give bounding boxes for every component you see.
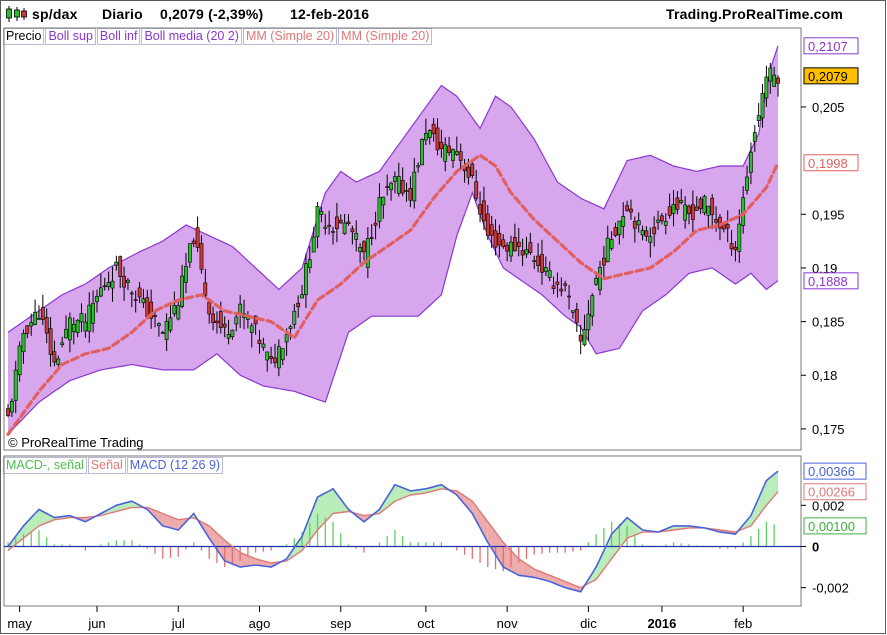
legend-boll-inf[interactable]: Boll inf bbox=[96, 28, 141, 45]
legend-boll-sup[interactable]: Boll sup bbox=[45, 28, 96, 45]
legend-mm-simple-20-2[interactable]: MM (Simple 20) bbox=[338, 28, 433, 45]
legend-macd-histogram[interactable]: MACD-, señal bbox=[3, 457, 87, 474]
symbol-name: sp/dax bbox=[32, 6, 78, 22]
price-legend: Precio Boll sup Boll inf Boll media (20 2) M… bbox=[3, 28, 433, 45]
last-price: 0,2079 (-2,39%) bbox=[160, 6, 264, 22]
period-label: Diario bbox=[102, 6, 143, 22]
legend-boll-media[interactable]: Boll media (20 2) bbox=[141, 28, 242, 45]
date-label: 12-feb-2016 bbox=[290, 6, 370, 22]
legend-signal[interactable]: Señal bbox=[87, 457, 126, 474]
candlestick-icon bbox=[6, 6, 27, 22]
title-bar: sp/dax Diario 0,2079 (-2,39%) 12-feb-201… bbox=[0, 0, 887, 28]
legend-price[interactable]: Precio bbox=[3, 28, 45, 45]
legend-mm-simple-20[interactable]: MM (Simple 20) bbox=[242, 28, 338, 45]
macd-legend: MACD-, señal Señal MACD (12 26 9) bbox=[3, 457, 224, 474]
site-label: Trading.ProRealTime.com bbox=[666, 6, 844, 22]
legend-macd[interactable]: MACD (12 26 9) bbox=[126, 457, 224, 474]
